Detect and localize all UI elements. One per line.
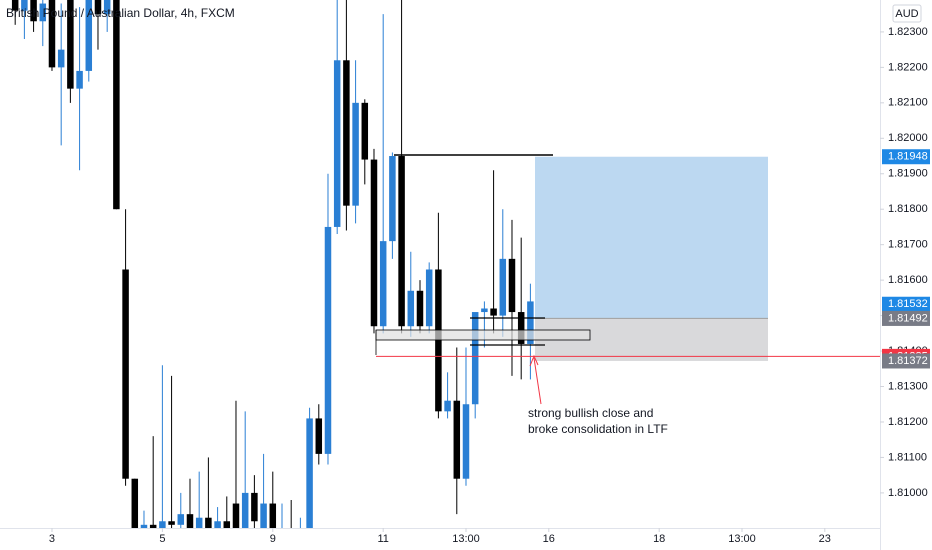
y-tick-label: 1.81800 xyxy=(888,203,928,215)
x-tick-label: 5 xyxy=(159,533,165,545)
y-tick-label: 1.81000 xyxy=(888,487,928,499)
candle-body xyxy=(94,0,102,15)
candle-body xyxy=(315,418,323,454)
candle-body xyxy=(30,0,37,22)
candle-body xyxy=(21,0,28,11)
y-tick-label: 1.81600 xyxy=(888,274,928,286)
currency-label: AUD xyxy=(895,8,918,20)
candle-body xyxy=(499,258,507,316)
currency-box[interactable] xyxy=(892,4,922,23)
candle-body xyxy=(343,60,350,206)
candle-body xyxy=(232,503,240,528)
y-tick-label: 1.82100 xyxy=(888,97,928,109)
candle-body xyxy=(453,400,461,479)
candle-body xyxy=(113,0,120,210)
candle-body xyxy=(398,156,405,327)
candle-body xyxy=(425,269,433,327)
candle-body xyxy=(205,517,212,528)
drawings: strong bullish close and broke consolida… xyxy=(375,154,668,436)
candle-body xyxy=(508,258,516,313)
candle-body xyxy=(471,312,479,405)
price-marker xyxy=(882,353,930,369)
candle-body xyxy=(333,60,341,227)
candle-body xyxy=(481,308,488,313)
price-marker-label: 1.81492 xyxy=(888,312,928,324)
y-tick-label: 1.81300 xyxy=(888,380,928,392)
candle-body xyxy=(11,0,19,11)
price-marker-label: 1.81372 xyxy=(888,355,928,367)
candle-body xyxy=(324,226,332,454)
annotation-text: broke consolidation in LTF xyxy=(528,422,668,436)
candle-body xyxy=(177,514,185,525)
price-marker-label: 1.81948 xyxy=(888,151,928,163)
candle-body xyxy=(122,269,129,479)
x-tick-label: 18 xyxy=(653,533,665,545)
y-tick-label: 1.82200 xyxy=(888,61,928,73)
candle-body xyxy=(241,492,249,528)
y-tick-label: 1.81900 xyxy=(888,168,928,180)
candle-body xyxy=(251,492,258,522)
x-tick-label: 13:00 xyxy=(452,533,480,545)
y-tick-label: 1.81100 xyxy=(888,451,927,463)
chart-title: British Pound / Australian Dollar, 4h, F… xyxy=(6,6,235,20)
candle-body xyxy=(168,521,175,525)
candle-body xyxy=(223,521,231,528)
candle-body xyxy=(269,503,277,528)
x-tick-label: 3 xyxy=(49,533,55,545)
candle-body xyxy=(149,524,157,528)
candle-body xyxy=(186,514,194,528)
consolidation-box xyxy=(375,329,591,341)
candle-body xyxy=(370,159,378,327)
candle-body xyxy=(389,156,396,242)
candle-body xyxy=(379,241,387,327)
candle-body xyxy=(57,49,65,68)
candle-body xyxy=(462,404,470,479)
price-marker-label: 1.81532 xyxy=(888,298,928,310)
candle-body xyxy=(527,301,534,344)
candle-body xyxy=(48,0,56,68)
candle-body xyxy=(444,400,451,412)
x-tick-label: 13:00 xyxy=(728,533,756,545)
candle-body xyxy=(159,521,166,528)
price-marker xyxy=(882,296,930,312)
candle-body xyxy=(407,290,415,327)
candle-body xyxy=(85,0,93,71)
candle-body xyxy=(306,418,313,528)
x-tick-label: 16 xyxy=(543,533,555,545)
candle-body xyxy=(140,524,148,528)
candle-body xyxy=(490,308,497,316)
price-marker xyxy=(882,310,930,326)
candle-body xyxy=(352,102,359,206)
candle-body xyxy=(260,503,267,528)
candle-body xyxy=(39,3,47,22)
candle-body xyxy=(131,478,139,528)
y-tick-label: 1.82300 xyxy=(888,26,928,38)
candle-body xyxy=(214,521,221,528)
y-tick-label: 1.82000 xyxy=(888,132,928,144)
y-tick-label: 1.81200 xyxy=(888,416,928,428)
x-tick-label: 9 xyxy=(270,533,276,545)
target-zone xyxy=(535,156,768,319)
candle-body xyxy=(76,70,83,89)
x-tick-label: 11 xyxy=(377,533,388,545)
arrow-shaft xyxy=(533,357,542,405)
candle-body xyxy=(67,0,74,89)
candle-body xyxy=(435,269,442,412)
annotation-text: strong bullish close and xyxy=(528,406,653,420)
candle-body xyxy=(195,517,203,528)
candle-body xyxy=(361,102,369,160)
y-tick-label: 1.81700 xyxy=(888,239,928,251)
candle-body xyxy=(103,0,111,15)
x-tick-label: 23 xyxy=(819,533,831,545)
candle-body xyxy=(517,312,525,344)
candle-body xyxy=(416,290,424,327)
price-marker xyxy=(882,149,930,165)
